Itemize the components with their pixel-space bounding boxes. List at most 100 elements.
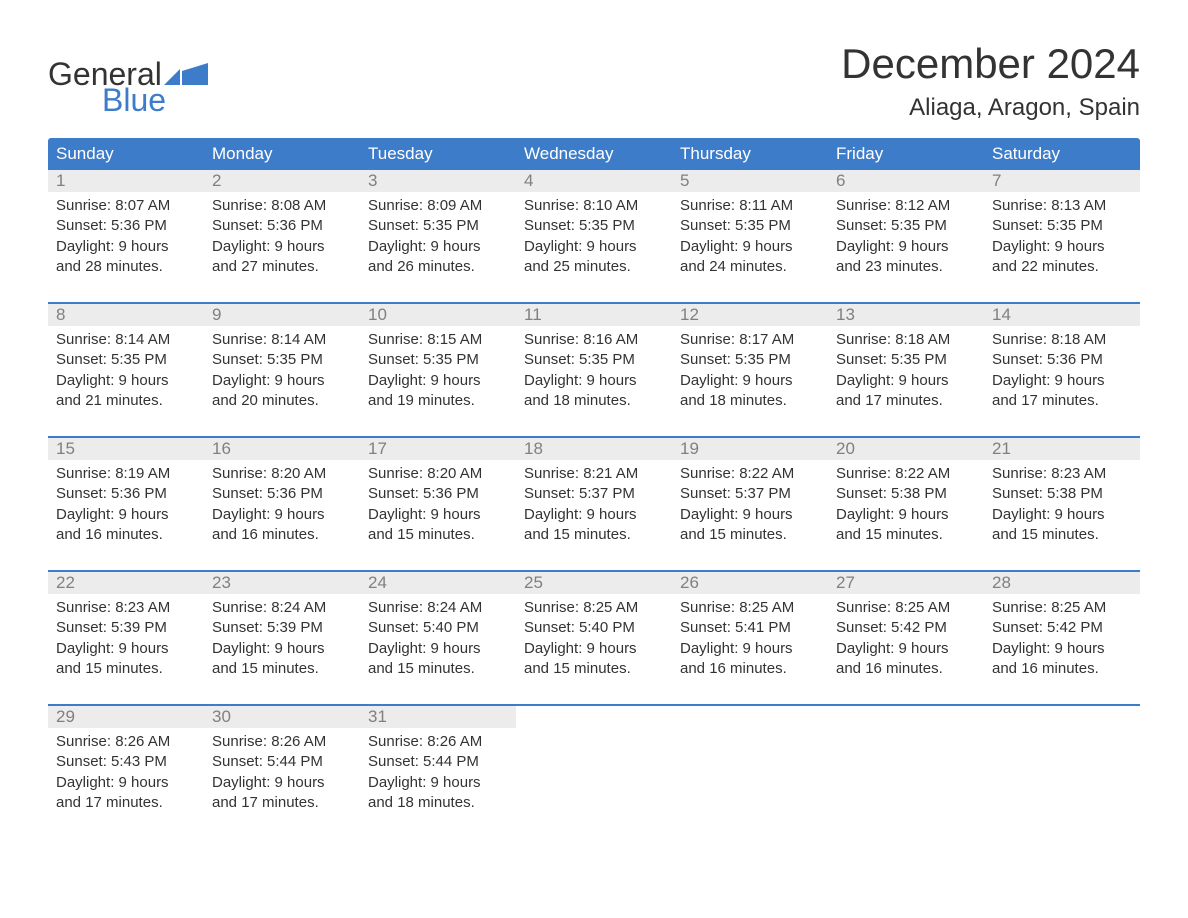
- sunrise-text: Sunrise: 8:14 AM: [212, 330, 352, 350]
- day-header: Monday: [204, 138, 360, 170]
- daylight-line2: and 25 minutes.: [524, 257, 664, 277]
- daylight-line1: Daylight: 9 hours: [680, 505, 820, 525]
- calendar-grid: SundayMondayTuesdayWednesdayThursdayFrid…: [48, 138, 1140, 824]
- day-number: 2: [204, 170, 360, 192]
- daylight-line2: and 18 minutes.: [524, 391, 664, 411]
- day-cell: 14Sunrise: 8:18 AMSunset: 5:36 PMDayligh…: [984, 304, 1140, 422]
- day-number: 16: [204, 438, 360, 460]
- day-cell: 13Sunrise: 8:18 AMSunset: 5:35 PMDayligh…: [828, 304, 984, 422]
- sunrise-text: Sunrise: 8:25 AM: [524, 598, 664, 618]
- day-number: 29: [48, 706, 204, 728]
- sunrise-text: Sunrise: 8:09 AM: [368, 196, 508, 216]
- day-cell: 20Sunrise: 8:22 AMSunset: 5:38 PMDayligh…: [828, 438, 984, 556]
- daylight-line1: Daylight: 9 hours: [524, 505, 664, 525]
- day-body: Sunrise: 8:25 AMSunset: 5:41 PMDaylight:…: [672, 594, 828, 679]
- sunrise-text: Sunrise: 8:18 AM: [836, 330, 976, 350]
- daylight-line1: Daylight: 9 hours: [212, 505, 352, 525]
- sunrise-text: Sunrise: 8:18 AM: [992, 330, 1132, 350]
- sunset-text: Sunset: 5:42 PM: [992, 618, 1132, 638]
- sunset-text: Sunset: 5:39 PM: [212, 618, 352, 638]
- day-body: Sunrise: 8:16 AMSunset: 5:35 PMDaylight:…: [516, 326, 672, 411]
- day-body: Sunrise: 8:13 AMSunset: 5:35 PMDaylight:…: [984, 192, 1140, 277]
- day-cell: 6Sunrise: 8:12 AMSunset: 5:35 PMDaylight…: [828, 170, 984, 288]
- sunset-text: Sunset: 5:36 PM: [56, 216, 196, 236]
- day-number: [984, 706, 1140, 728]
- daylight-line1: Daylight: 9 hours: [992, 371, 1132, 391]
- day-body: Sunrise: 8:24 AMSunset: 5:40 PMDaylight:…: [360, 594, 516, 679]
- daylight-line1: Daylight: 9 hours: [680, 237, 820, 257]
- day-number: 19: [672, 438, 828, 460]
- daylight-line2: and 22 minutes.: [992, 257, 1132, 277]
- day-number: [828, 706, 984, 728]
- day-body: Sunrise: 8:18 AMSunset: 5:36 PMDaylight:…: [984, 326, 1140, 411]
- title-block: December 2024 Aliaga, Aragon, Spain: [841, 40, 1140, 122]
- day-number: 10: [360, 304, 516, 326]
- week-row: 15Sunrise: 8:19 AMSunset: 5:36 PMDayligh…: [48, 436, 1140, 556]
- daylight-line2: and 28 minutes.: [56, 257, 196, 277]
- day-cell: 18Sunrise: 8:21 AMSunset: 5:37 PMDayligh…: [516, 438, 672, 556]
- sunset-text: Sunset: 5:35 PM: [836, 350, 976, 370]
- day-cell: 27Sunrise: 8:25 AMSunset: 5:42 PMDayligh…: [828, 572, 984, 690]
- day-header: Thursday: [672, 138, 828, 170]
- sunset-text: Sunset: 5:38 PM: [836, 484, 976, 504]
- daylight-line2: and 16 minutes.: [56, 525, 196, 545]
- daylight-line1: Daylight: 9 hours: [524, 639, 664, 659]
- day-number: 17: [360, 438, 516, 460]
- daylight-line2: and 17 minutes.: [836, 391, 976, 411]
- day-cell: 7Sunrise: 8:13 AMSunset: 5:35 PMDaylight…: [984, 170, 1140, 288]
- weeks-container: 1Sunrise: 8:07 AMSunset: 5:36 PMDaylight…: [48, 170, 1140, 824]
- sunrise-text: Sunrise: 8:25 AM: [836, 598, 976, 618]
- daylight-line1: Daylight: 9 hours: [368, 639, 508, 659]
- day-cell: 5Sunrise: 8:11 AMSunset: 5:35 PMDaylight…: [672, 170, 828, 288]
- daylight-line2: and 18 minutes.: [680, 391, 820, 411]
- day-body: Sunrise: 8:12 AMSunset: 5:35 PMDaylight:…: [828, 192, 984, 277]
- day-cell: 3Sunrise: 8:09 AMSunset: 5:35 PMDaylight…: [360, 170, 516, 288]
- day-body: Sunrise: 8:17 AMSunset: 5:35 PMDaylight:…: [672, 326, 828, 411]
- day-body: Sunrise: 8:08 AMSunset: 5:36 PMDaylight:…: [204, 192, 360, 277]
- daylight-line2: and 18 minutes.: [368, 793, 508, 813]
- sunset-text: Sunset: 5:36 PM: [368, 484, 508, 504]
- daylight-line1: Daylight: 9 hours: [524, 371, 664, 391]
- day-body: Sunrise: 8:14 AMSunset: 5:35 PMDaylight:…: [204, 326, 360, 411]
- day-number: 21: [984, 438, 1140, 460]
- sunset-text: Sunset: 5:36 PM: [992, 350, 1132, 370]
- day-number: 18: [516, 438, 672, 460]
- sunset-text: Sunset: 5:37 PM: [524, 484, 664, 504]
- day-header-row: SundayMondayTuesdayWednesdayThursdayFrid…: [48, 138, 1140, 170]
- daylight-line2: and 17 minutes.: [992, 391, 1132, 411]
- sunset-text: Sunset: 5:35 PM: [56, 350, 196, 370]
- day-header: Sunday: [48, 138, 204, 170]
- daylight-line1: Daylight: 9 hours: [524, 237, 664, 257]
- day-cell: 12Sunrise: 8:17 AMSunset: 5:35 PMDayligh…: [672, 304, 828, 422]
- day-cell: 8Sunrise: 8:14 AMSunset: 5:35 PMDaylight…: [48, 304, 204, 422]
- daylight-line1: Daylight: 9 hours: [836, 371, 976, 391]
- sunrise-text: Sunrise: 8:16 AM: [524, 330, 664, 350]
- sunrise-text: Sunrise: 8:08 AM: [212, 196, 352, 216]
- sunset-text: Sunset: 5:43 PM: [56, 752, 196, 772]
- sunset-text: Sunset: 5:42 PM: [836, 618, 976, 638]
- sunset-text: Sunset: 5:35 PM: [992, 216, 1132, 236]
- day-cell: 25Sunrise: 8:25 AMSunset: 5:40 PMDayligh…: [516, 572, 672, 690]
- sunrise-text: Sunrise: 8:17 AM: [680, 330, 820, 350]
- day-number: 4: [516, 170, 672, 192]
- sunset-text: Sunset: 5:37 PM: [680, 484, 820, 504]
- day-header: Tuesday: [360, 138, 516, 170]
- day-body: Sunrise: 8:25 AMSunset: 5:42 PMDaylight:…: [984, 594, 1140, 679]
- day-body: Sunrise: 8:24 AMSunset: 5:39 PMDaylight:…: [204, 594, 360, 679]
- day-body: Sunrise: 8:26 AMSunset: 5:44 PMDaylight:…: [360, 728, 516, 813]
- sunset-text: Sunset: 5:44 PM: [212, 752, 352, 772]
- daylight-line2: and 27 minutes.: [212, 257, 352, 277]
- daylight-line2: and 15 minutes.: [836, 525, 976, 545]
- sunrise-text: Sunrise: 8:26 AM: [56, 732, 196, 752]
- day-cell: 16Sunrise: 8:20 AMSunset: 5:36 PMDayligh…: [204, 438, 360, 556]
- sunrise-text: Sunrise: 8:25 AM: [680, 598, 820, 618]
- day-cell: 9Sunrise: 8:14 AMSunset: 5:35 PMDaylight…: [204, 304, 360, 422]
- day-cell: 1Sunrise: 8:07 AMSunset: 5:36 PMDaylight…: [48, 170, 204, 288]
- day-body: Sunrise: 8:19 AMSunset: 5:36 PMDaylight:…: [48, 460, 204, 545]
- sunset-text: Sunset: 5:35 PM: [368, 350, 508, 370]
- day-number: 25: [516, 572, 672, 594]
- day-number: 15: [48, 438, 204, 460]
- day-header: Friday: [828, 138, 984, 170]
- day-cell: 17Sunrise: 8:20 AMSunset: 5:36 PMDayligh…: [360, 438, 516, 556]
- sunrise-text: Sunrise: 8:24 AM: [212, 598, 352, 618]
